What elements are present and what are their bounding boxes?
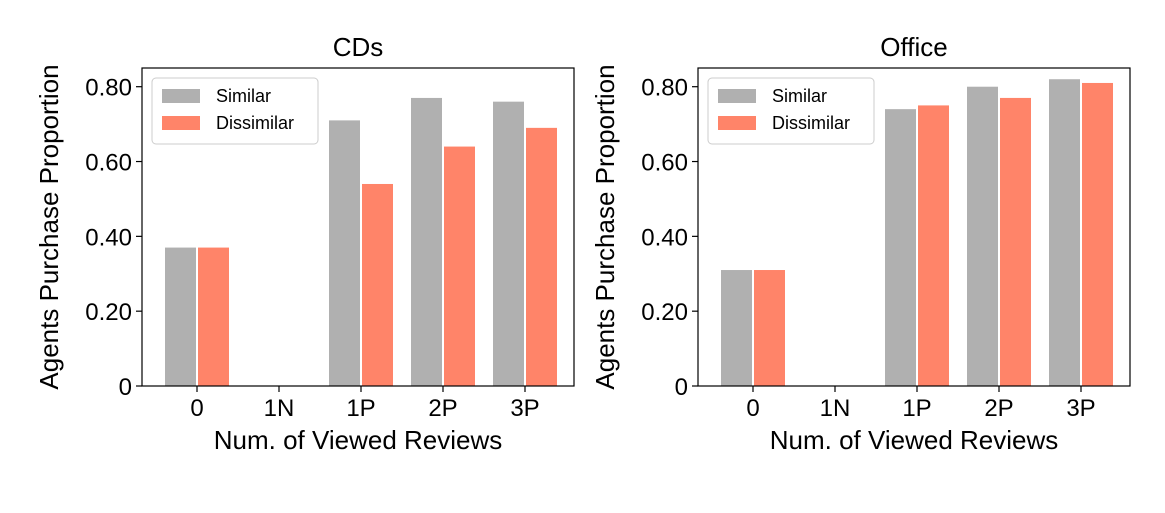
bar-dissimilar-3p: [1082, 82, 1113, 386]
legend-swatch-similar: [162, 89, 200, 103]
bar-dissimilar-0: [198, 247, 229, 386]
y-tick-label: 0.60: [641, 150, 688, 177]
bar-dissimilar-3p: [526, 127, 557, 386]
bar-dissimilar-2p: [444, 146, 475, 386]
chart-title: Office: [880, 32, 947, 62]
chart-office: 0 0.20 0.40 0.60 0.80 0 1N 1P 2P 3P Office Num. of …: [590, 32, 1131, 455]
legend-swatch-dissimilar: [718, 116, 756, 130]
y-tick-label: 0.60: [85, 150, 132, 177]
y-axis-label: Agents Purchase Proportion: [34, 64, 64, 389]
y-tick-label: 0.20: [85, 299, 132, 326]
bar-similar-2p: [967, 86, 998, 387]
bar-similar-3p: [493, 101, 524, 386]
y-axis-label: Agents Purchase Proportion: [590, 64, 620, 389]
legend: Similar Dissimilar: [707, 77, 875, 145]
legend-label-dissimilar: Dissimilar: [772, 113, 850, 133]
plot-frame: [697, 67, 1131, 387]
legend-swatch-dissimilar: [162, 116, 200, 130]
x-tick-label: 1N: [820, 395, 851, 422]
chart-cds: 0 0.20 0.40 0.60 0.80 0 1N 1P 2P 3P CDs Num. of Vie…: [34, 32, 575, 455]
bar-similar-0: [721, 270, 752, 386]
x-tick-label: 3P: [1066, 395, 1095, 422]
x-axis-label: Num. of Viewed Reviews: [770, 425, 1059, 455]
y-tick-label: 0.40: [641, 224, 688, 251]
bar-similar-3p: [1049, 79, 1080, 387]
x-tick-label: 0: [190, 395, 203, 422]
legend-swatch-similar: [718, 89, 756, 103]
plot-frame: [141, 67, 575, 387]
x-tick-label: 1P: [902, 395, 931, 422]
bar-dissimilar-1p: [362, 183, 393, 386]
y-tick-label: 0.80: [641, 75, 688, 102]
y-tick-label: 0.80: [85, 75, 132, 102]
x-tick-label: 2P: [428, 395, 457, 422]
chart-title: CDs: [333, 32, 384, 62]
x-tick-label: 1N: [264, 395, 295, 422]
x-tick-label: 3P: [510, 395, 539, 422]
x-axis-label: Num. of Viewed Reviews: [214, 425, 503, 455]
bar-dissimilar-2p: [1000, 97, 1031, 386]
y-tick-label: 0: [675, 374, 688, 401]
x-tick-label: 1P: [346, 395, 375, 422]
bar-similar-1p: [329, 120, 360, 387]
legend-label-dissimilar: Dissimilar: [216, 113, 294, 133]
bar-similar-0: [165, 247, 196, 386]
bar-similar-1p: [885, 109, 916, 386]
legend-label-similar: Similar: [216, 86, 271, 106]
bar-dissimilar-0: [754, 270, 785, 386]
y-tick-label: 0.40: [85, 224, 132, 251]
x-tick-label: 0: [746, 395, 759, 422]
legend-label-similar: Similar: [772, 86, 827, 106]
y-tick-label: 0: [119, 374, 132, 401]
bar-dissimilar-1p: [918, 105, 949, 386]
y-tick-label: 0.20: [641, 299, 688, 326]
bar-similar-2p: [411, 97, 442, 386]
legend: Similar Dissimilar: [151, 77, 319, 145]
x-tick-label: 2P: [984, 395, 1013, 422]
